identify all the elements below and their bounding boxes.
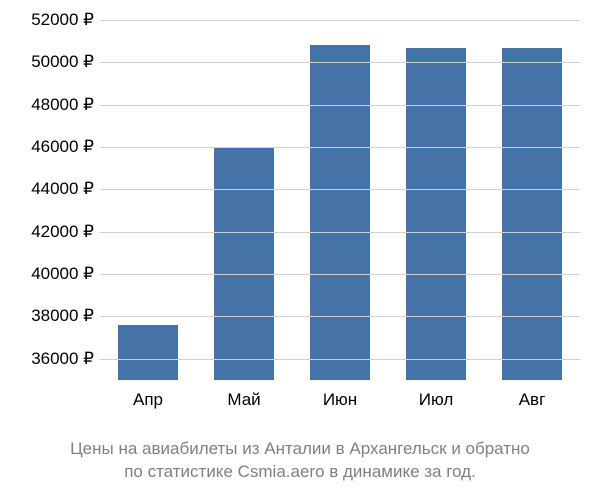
y-axis-tick-label: 48000 ₽ (31, 95, 94, 115)
y-axis-tick-label: 40000 ₽ (31, 264, 94, 284)
x-axis-tick-label: Авг (519, 390, 546, 410)
y-axis-tick-label: 42000 ₽ (31, 222, 94, 242)
plot-area: АпрМайИюнИюлАвг (100, 20, 580, 380)
x-axis-tick-label: Июл (419, 390, 454, 410)
x-axis-tick-label: Апр (133, 390, 163, 410)
y-axis-tick-label: 46000 ₽ (31, 137, 94, 157)
caption-line-1: Цены на авиабилеты из Анталии в Архангел… (70, 439, 530, 458)
x-axis-tick-label: Июн (323, 390, 357, 410)
bar (502, 48, 562, 380)
gridline (100, 274, 580, 275)
gridline (100, 316, 580, 317)
gridline (100, 359, 580, 360)
y-axis-tick-label: 36000 ₽ (31, 349, 94, 369)
gridline (100, 147, 580, 148)
gridline (100, 232, 580, 233)
y-axis-tick-label: 44000 ₽ (31, 179, 94, 199)
x-axis-tick-label: Май (227, 390, 260, 410)
bar (406, 48, 466, 380)
bar (118, 325, 178, 380)
y-axis-tick-label: 50000 ₽ (31, 52, 94, 72)
caption-line-2: по статистике Csmia.aero в динамике за г… (124, 462, 476, 481)
bars-container (100, 20, 580, 380)
y-axis-tick-label: 52000 ₽ (31, 10, 94, 30)
gridline (100, 189, 580, 190)
bar (214, 147, 274, 380)
gridline (100, 105, 580, 106)
gridline (100, 20, 580, 21)
chart-caption: Цены на авиабилеты из Анталии в Архангел… (0, 438, 600, 484)
y-axis-tick-label: 38000 ₽ (31, 306, 94, 326)
gridline (100, 62, 580, 63)
bar (310, 45, 370, 380)
price-bar-chart: АпрМайИюнИюлАвг 36000 ₽38000 ₽40000 ₽420… (0, 0, 600, 440)
